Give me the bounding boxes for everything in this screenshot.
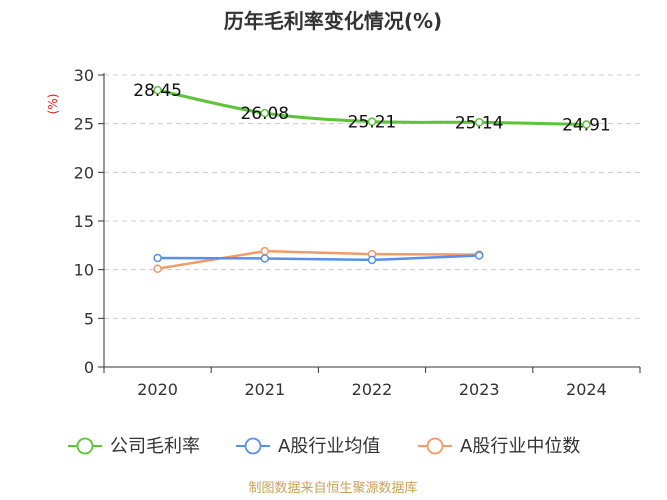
y-tick-label: 20: [74, 163, 94, 182]
data-point: [153, 264, 162, 273]
legend-swatch-marker: [244, 437, 262, 455]
y-tick-label: 10: [74, 261, 94, 280]
data-label: 24.91: [562, 116, 611, 136]
legend-swatch-marker: [76, 437, 94, 455]
series-layer: [153, 85, 591, 273]
x-tick-label: 2020: [137, 380, 178, 399]
legend: 公司毛利率 A股行业均值 A股行业中位数: [68, 436, 580, 457]
chart-title: 历年毛利率变化情况(%): [224, 9, 442, 33]
legend-label: 公司毛利率: [110, 436, 200, 457]
data-label: 25.14: [455, 113, 504, 133]
data-point: [582, 120, 591, 129]
data-point: [260, 108, 270, 118]
data-point: [153, 85, 162, 95]
legend-item: A股行业均值: [236, 436, 380, 457]
y-tick-label: 0: [84, 358, 94, 377]
grid-lines: [104, 74, 640, 319]
x-tick-label: 2023: [459, 380, 500, 399]
data-point: [474, 118, 484, 127]
legend-swatch-marker: [426, 437, 444, 455]
y-tick-labels: 0 5 10 15 20 25 30: [74, 66, 94, 377]
series-line-1: [157, 254, 480, 262]
legend-label: A股行业中位数: [460, 436, 580, 457]
data-label: 28.45: [133, 81, 182, 101]
y-tick-label: 5: [84, 309, 94, 328]
source-note: 制图数据来自恒生聚源数据库: [248, 480, 417, 496]
axes: [98, 73, 641, 373]
x-tick-label: 2022: [352, 380, 393, 399]
data-label: 26.08: [240, 104, 289, 124]
legend-item: 公司毛利率: [68, 436, 200, 457]
data-point: [260, 246, 270, 256]
x-tick-label: 2021: [244, 380, 285, 399]
data-point: [367, 255, 377, 265]
series-line-2: [157, 249, 480, 270]
y-tick-label: 15: [74, 212, 94, 231]
data-point: [367, 117, 377, 126]
legend-label: A股行业均值: [278, 436, 380, 457]
x-tick-labels: 2020 2021 2022 2023 2024: [137, 380, 607, 399]
data-label: 25.21: [348, 113, 397, 133]
data-point: [260, 254, 270, 263]
legend-item: A股行业中位数: [418, 436, 580, 457]
y-tick-label: 25: [74, 115, 94, 134]
x-tick-label: 2024: [566, 380, 607, 399]
y-axis-label: (%): [46, 94, 60, 115]
data-point: [153, 253, 162, 263]
data-labels: 28.45 26.08 25.21 25.14 24.91: [133, 81, 610, 135]
data-point: [474, 251, 484, 260]
y-tick-label: 30: [74, 66, 94, 85]
